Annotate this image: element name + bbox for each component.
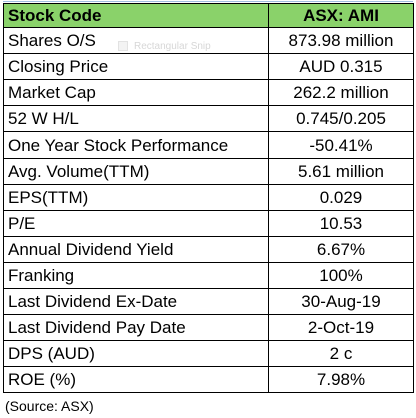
stock-info-table: Stock Code ASX: AMI Shares O/S 873.98 mi… xyxy=(3,3,414,393)
row-value: 100% xyxy=(268,262,414,289)
table-row: Avg. Volume(TTM) 5.61 million xyxy=(3,158,414,185)
table-row: Last Dividend Pay Date 2-Oct-19 xyxy=(3,314,414,341)
header-value: ASX: AMI xyxy=(268,3,414,28)
table-row: Shares O/S 873.98 million xyxy=(3,27,414,54)
row-label: Shares O/S xyxy=(3,27,269,54)
row-label: Avg. Volume(TTM) xyxy=(3,158,269,185)
row-value: 5.61 million xyxy=(268,158,414,185)
row-label: Last Dividend Pay Date xyxy=(3,314,269,341)
table-row: Market Cap 262.2 million xyxy=(3,79,414,106)
row-label: Closing Price xyxy=(3,53,269,80)
row-label: P/E xyxy=(3,210,269,237)
row-value: 262.2 million xyxy=(268,79,414,106)
table-row: EPS(TTM) 0.029 xyxy=(3,184,414,211)
row-label: EPS(TTM) xyxy=(3,184,269,211)
header-label: Stock Code xyxy=(3,3,269,28)
table-row: DPS (AUD) 2 c xyxy=(3,340,414,367)
table-row: 52 W H/L 0.745/0.205 xyxy=(3,105,414,132)
table-row: ROE (%) 7.98% xyxy=(3,366,414,393)
row-value: 7.98% xyxy=(268,366,414,393)
row-value: 10.53 xyxy=(268,210,414,237)
row-value: -50.41% xyxy=(268,131,414,159)
row-label: Market Cap xyxy=(3,79,269,106)
table-header-row: Stock Code ASX: AMI xyxy=(3,3,414,28)
row-label: Franking xyxy=(3,262,269,289)
selection-border xyxy=(3,1,413,2)
row-label: Last Dividend Ex-Date xyxy=(3,288,269,315)
table-row: Closing Price AUD 0.315 xyxy=(3,53,414,80)
source-note: (Source: ASX) xyxy=(5,398,94,414)
table-row: Annual Dividend Yield 6.67% xyxy=(3,236,414,263)
row-value: AUD 0.315 xyxy=(268,53,414,80)
row-label: ROE (%) xyxy=(3,366,269,393)
row-label: One Year Stock Performance xyxy=(3,131,269,159)
row-label: 52 W H/L xyxy=(3,105,269,132)
row-value: 873.98 million xyxy=(268,27,414,54)
row-label: Annual Dividend Yield xyxy=(3,236,269,263)
table-row: One Year Stock Performance -50.41% xyxy=(3,131,414,159)
table-row: Franking 100% xyxy=(3,262,414,289)
row-value: 0.745/0.205 xyxy=(268,105,414,132)
table-row: Last Dividend Ex-Date 30-Aug-19 xyxy=(3,288,414,315)
row-value: 30-Aug-19 xyxy=(268,288,414,315)
row-value: 0.029 xyxy=(268,184,414,211)
table-row: P/E 10.53 xyxy=(3,210,414,237)
row-label: DPS (AUD) xyxy=(3,340,269,367)
row-value: 6.67% xyxy=(268,236,414,263)
row-value: 2 c xyxy=(268,340,414,367)
row-value: 2-Oct-19 xyxy=(268,314,414,341)
